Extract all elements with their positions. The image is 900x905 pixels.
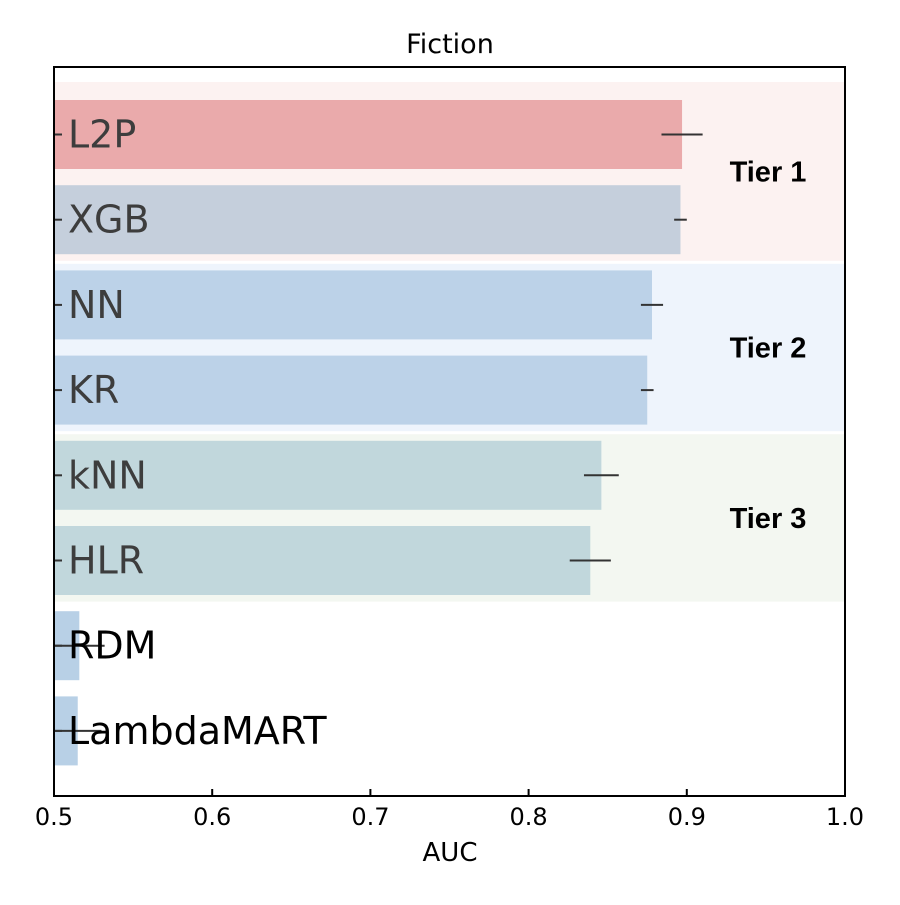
x-tick-label: 0.9 <box>668 803 706 831</box>
tier-label-1: Tier 1 <box>730 156 807 188</box>
bar-nn <box>54 270 652 340</box>
x-axis-label: AUC <box>423 838 478 868</box>
x-tick-label: 0.6 <box>193 803 231 831</box>
x-tick-label: 0.8 <box>510 803 548 831</box>
bar-label-xgb: XGB <box>68 198 150 242</box>
bar-label-knn: kNN <box>68 453 147 497</box>
bar-label-rdm: RDM <box>68 624 156 668</box>
chart-title: Fiction <box>406 29 494 60</box>
bar-label-nn: NN <box>68 283 125 327</box>
bar-kr <box>54 355 648 425</box>
plot-frame <box>53 66 846 797</box>
x-tick-label: 0.5 <box>35 803 73 831</box>
bar-label-l2p: L2P <box>68 113 136 157</box>
bar-hlr <box>54 526 591 595</box>
tier-label-2: Tier 2 <box>730 333 807 365</box>
bar-l2p <box>54 100 683 169</box>
bar-xgb <box>54 185 681 255</box>
bar-label-lambdamart: LambdaMART <box>68 709 327 753</box>
x-tick-label: 0.7 <box>351 803 389 831</box>
tier-label-3: Tier 3 <box>730 503 807 535</box>
bar-label-hlr: HLR <box>68 539 144 583</box>
bar-label-kr: KR <box>68 368 119 412</box>
x-tick-label: 1.0 <box>826 803 864 831</box>
bar-knn <box>54 440 602 510</box>
